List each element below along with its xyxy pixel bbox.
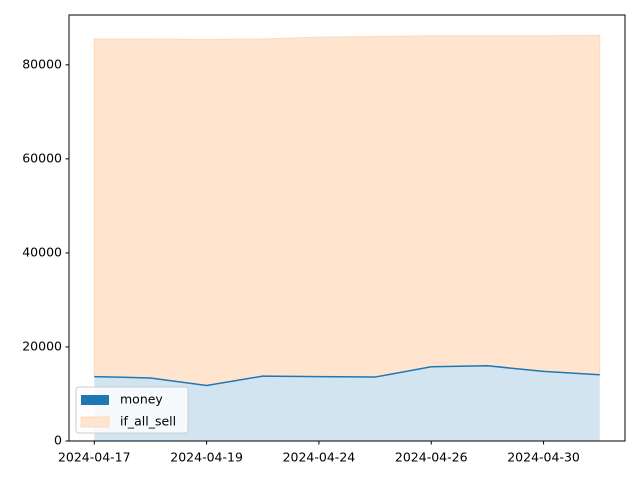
y-tick-label: 80000 xyxy=(22,56,62,71)
y-tick-label: 40000 xyxy=(22,244,62,259)
x-tick-label: 2024-04-19 xyxy=(170,450,243,465)
x-tick-label: 2024-04-17 xyxy=(58,450,131,465)
x-tick-label: 2024-04-26 xyxy=(395,450,468,465)
y-tick-label: 0 xyxy=(54,433,62,448)
y-tick-label: 20000 xyxy=(22,338,62,353)
area-money xyxy=(94,365,600,441)
x-tick-label: 2024-04-30 xyxy=(507,450,580,465)
area-if-all-sell xyxy=(93,34,601,387)
y-tick-label: 60000 xyxy=(22,150,62,165)
legend-label: if_all_sell xyxy=(120,414,176,429)
legend: money if_all_sell xyxy=(75,386,189,434)
legend-swatch xyxy=(81,395,109,405)
legend-swatch xyxy=(80,416,110,428)
x-tick-label: 2024-04-24 xyxy=(283,450,356,465)
legend-label: money xyxy=(120,392,163,407)
line-money xyxy=(94,365,600,387)
plot-frame xyxy=(68,14,626,442)
